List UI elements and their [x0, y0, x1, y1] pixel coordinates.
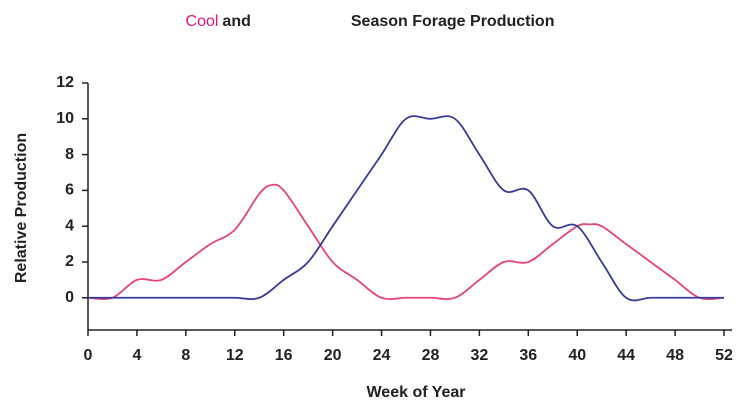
- x-tick-label: 32: [470, 347, 488, 364]
- x-tick-label: 16: [275, 347, 293, 364]
- x-tick-label: 40: [568, 347, 586, 364]
- y-tick-label: 0: [65, 289, 74, 306]
- x-axis-label: Week of Year: [366, 384, 465, 401]
- y-tick-label: 6: [65, 182, 74, 199]
- y-tick-label: 2: [65, 253, 74, 270]
- x-tick-label: 8: [181, 347, 190, 364]
- y-tick-label: 10: [56, 110, 74, 127]
- x-tick-label: 48: [666, 347, 684, 364]
- x-tick-label: 44: [617, 347, 635, 364]
- y-tick-label: 12: [56, 74, 74, 91]
- x-tick-label: 36: [519, 347, 537, 364]
- y-tick-label: 8: [65, 146, 74, 163]
- y-tick-label: 4: [65, 217, 74, 234]
- x-tick-label: 4: [132, 347, 141, 364]
- series-line: [87, 115, 724, 302]
- x-tick-label: 28: [422, 347, 440, 364]
- chart-title: Cool and Season Forage Production: [186, 13, 555, 30]
- series-line: [87, 183, 725, 300]
- title-part: and: [222, 13, 250, 30]
- title-part: Cool: [186, 13, 219, 30]
- x-tick-label: 12: [226, 347, 244, 364]
- x-tick-label: 52: [715, 347, 733, 364]
- x-tick-label: 24: [373, 347, 391, 364]
- y-axis-label: Relative Production: [13, 133, 30, 283]
- x-tick-label: 0: [84, 347, 93, 364]
- x-tick-label: 20: [324, 347, 342, 364]
- title-part: Season Forage Production: [351, 13, 555, 30]
